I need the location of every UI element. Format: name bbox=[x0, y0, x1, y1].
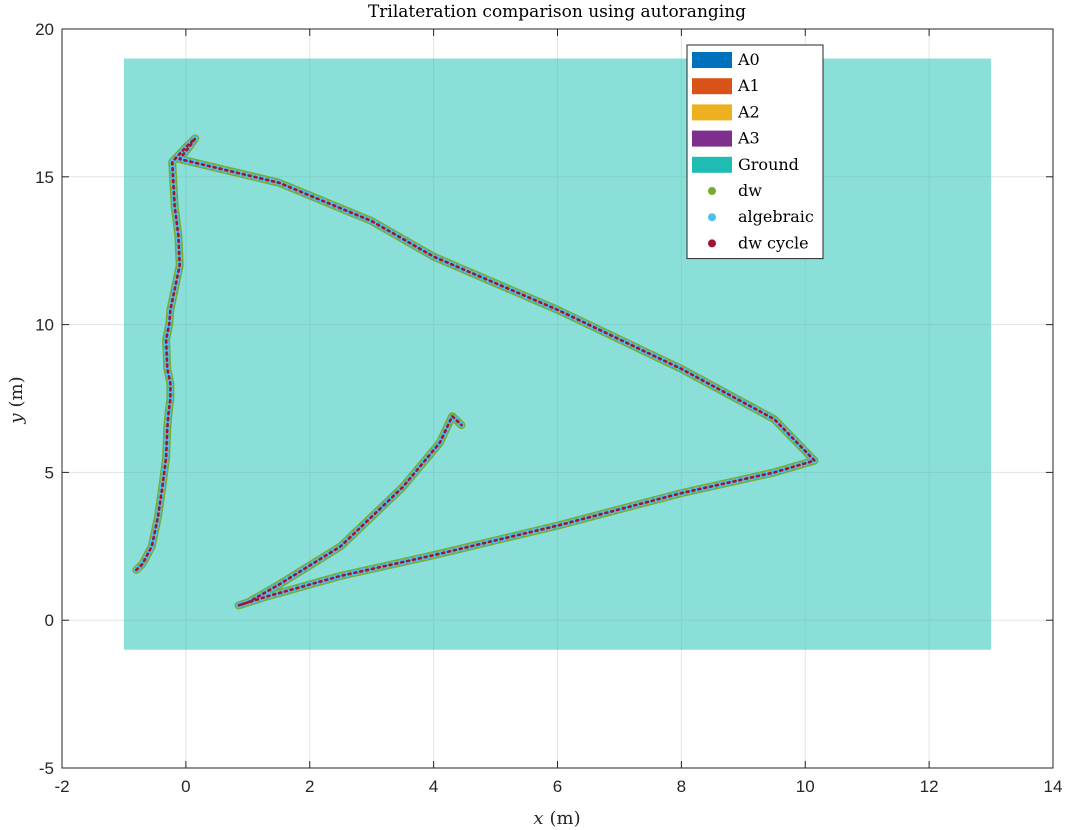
legend-swatch bbox=[692, 130, 732, 147]
legend-label: algebraic bbox=[738, 207, 814, 226]
y-tick-label: 20 bbox=[35, 20, 54, 39]
ground-area bbox=[123, 58, 992, 650]
x-tick-label: -2 bbox=[54, 777, 69, 796]
legend-label: dw bbox=[738, 181, 762, 200]
legend: A0 A1 A2 A3 Ground dw algebraic dw cycle bbox=[686, 44, 824, 260]
y-axis-label-unit: (m) bbox=[6, 376, 27, 407]
x-axis-label-unit: (m) bbox=[550, 808, 581, 829]
legend-label: A2 bbox=[737, 102, 760, 121]
legend-label: A1 bbox=[737, 76, 760, 95]
series-dw-cycle bbox=[135, 137, 816, 607]
y-axis-label-var: y bbox=[6, 413, 27, 425]
y-tick-label: 0 bbox=[45, 611, 54, 630]
x-tick-label: 8 bbox=[677, 777, 686, 796]
legend-label: A3 bbox=[737, 129, 760, 148]
x-tick-label: 10 bbox=[796, 777, 815, 796]
x-tick-label: 12 bbox=[920, 777, 939, 796]
legend-swatch bbox=[692, 52, 732, 68]
x-axis-label-var: x bbox=[533, 808, 543, 829]
y-axis-label: y (m) bbox=[6, 376, 27, 424]
x-tick-label: 2 bbox=[305, 777, 314, 796]
legend-swatch bbox=[692, 156, 732, 173]
chart-title: Trilateration comparison using autorangi… bbox=[368, 2, 746, 22]
legend-label: dw cycle bbox=[738, 233, 809, 252]
legend-label: Ground bbox=[738, 155, 799, 174]
legend-marker bbox=[708, 213, 716, 222]
x-tick-label: 14 bbox=[1044, 777, 1063, 796]
legend-swatch bbox=[692, 104, 732, 121]
y-tick-label: 15 bbox=[35, 168, 54, 187]
legend-label: A0 bbox=[737, 50, 760, 69]
x-tick-label: 0 bbox=[181, 777, 190, 796]
y-tick-label: -5 bbox=[39, 759, 54, 778]
y-tick-label: 10 bbox=[35, 316, 54, 335]
legend-swatch bbox=[692, 78, 732, 95]
legend-marker bbox=[708, 187, 716, 195]
x-tick-label: 6 bbox=[553, 777, 562, 796]
x-tick-label: 4 bbox=[429, 777, 438, 796]
legend-marker bbox=[708, 239, 716, 248]
trajectory-series bbox=[132, 134, 819, 610]
x-axis-label: x (m) bbox=[533, 808, 580, 829]
axis-ticks: -2 0 2 4 6 8 10 12 14 -5 0 5 10 15 20 bbox=[35, 20, 1062, 796]
y-tick-label: 5 bbox=[45, 463, 54, 482]
